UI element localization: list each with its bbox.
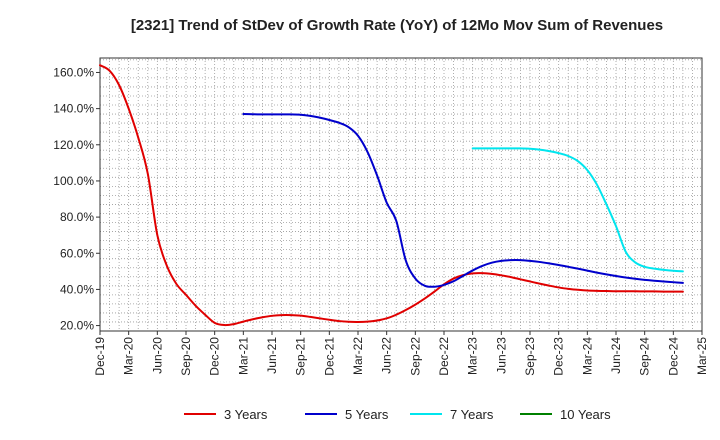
series-line-5-years (242, 113, 684, 288)
x-tick-label: Jun-20 (150, 337, 164, 374)
x-tick-label: Dec-23 (552, 337, 566, 376)
y-tick-label: 120.0% (53, 138, 94, 152)
legend: 3 Years 5 Years 7 Years 10 Years (184, 407, 611, 422)
x-tick-label: Mar-25 (695, 337, 709, 375)
x-tick-label: Sep-24 (638, 337, 652, 376)
y-tick-label: 40.0% (60, 282, 94, 296)
x-tick-label: Dec-22 (437, 337, 451, 376)
x-tick-label: Dec-19 (93, 337, 107, 376)
chart-title: [2321] Trend of StDev of Growth Rate (Yo… (131, 17, 663, 34)
x-tick-label: Dec-21 (322, 337, 336, 376)
x-tick-label: Jun-21 (265, 337, 279, 374)
x-tick-label: Mar-21 (236, 337, 250, 375)
series-line-7-years (471, 147, 684, 273)
x-tick-label: Dec-20 (208, 337, 222, 376)
grid-layer (99, 58, 703, 332)
legend-label-3-years: 3 Years (224, 407, 268, 422)
x-tick-label: Jun-24 (609, 337, 623, 374)
x-tick-label: Sep-21 (294, 337, 308, 376)
plot-frame (99, 57, 703, 332)
x-tick-label: Sep-22 (408, 337, 422, 376)
x-tick-label: Mar-24 (580, 337, 594, 375)
y-tick-label: 100.0% (53, 174, 94, 188)
x-tick-label: Dec-24 (666, 337, 680, 376)
x-tick-label: Sep-20 (179, 337, 193, 376)
y-tick-label: 140.0% (53, 102, 94, 116)
x-tick-label: Sep-23 (523, 337, 537, 376)
x-tick-label: Mar-23 (466, 337, 480, 375)
y-tick-label: 160.0% (53, 65, 94, 79)
x-tick-label: Jun-22 (380, 337, 394, 374)
y-tick-label: 20.0% (60, 319, 94, 333)
legend-label-10-years: 10 Years (560, 407, 611, 422)
y-axis-ticks: 20.0% 40.0% 60.0% 80.0% 100.0% 120.0% 140.0% 16… (53, 65, 100, 333)
x-tick-label: Jun-23 (494, 337, 508, 374)
y-tick-label: 60.0% (60, 246, 94, 260)
x-axis-ticks: Dec-19 Mar-20 Jun-20 Sep-20 Dec-20 Mar-21 Jun-… (93, 331, 709, 376)
x-tick-label: Mar-22 (351, 337, 365, 375)
series-line-3-years (99, 64, 684, 327)
legend-label-7-years: 7 Years (450, 407, 494, 422)
series-layer (99, 64, 684, 327)
x-tick-label: Mar-20 (122, 337, 136, 375)
y-tick-label: 80.0% (60, 210, 94, 224)
legend-label-5-years: 5 Years (345, 407, 389, 422)
